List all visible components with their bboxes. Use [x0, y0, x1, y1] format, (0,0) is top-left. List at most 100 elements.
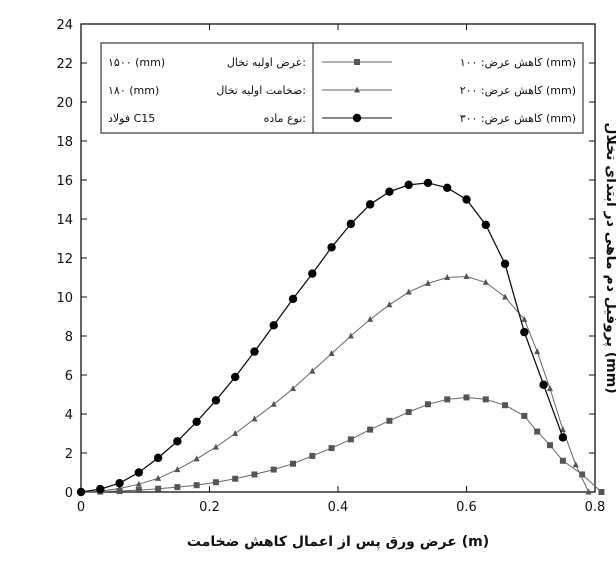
x-tick-label: 0.8	[585, 500, 606, 515]
data-point-square	[270, 466, 277, 473]
data-point-triangle	[193, 455, 200, 462]
data-point-triangle	[174, 466, 181, 473]
data-point-circle	[153, 453, 163, 463]
data-point-triangle	[534, 348, 541, 355]
y-tick-label: 18	[56, 135, 73, 150]
data-point-circle	[192, 417, 201, 426]
data-point-circle	[558, 433, 568, 442]
y-tick-label: 12	[56, 252, 73, 267]
data-point-triangle	[482, 278, 489, 285]
data-point-circle	[211, 396, 221, 405]
data-point-square	[444, 396, 451, 403]
data-point-square	[405, 409, 412, 416]
data-point-circle	[115, 479, 124, 488]
data-point-circle	[385, 187, 394, 196]
data-point-square	[328, 445, 335, 452]
data-point-square	[290, 460, 297, 467]
y-axis-title: پروفیل دم ماهی در ابتدای تخلال (mm)	[603, 122, 616, 393]
series-triangle	[78, 273, 592, 495]
y-tick-label: 22	[56, 57, 73, 72]
data-point-square	[559, 457, 566, 464]
info-label-2: نوع ماده:	[264, 112, 306, 125]
legend-sample-marker	[354, 86, 360, 93]
data-point-square	[547, 442, 554, 449]
data-point-circle	[423, 178, 433, 188]
data-point-triangle	[290, 385, 297, 392]
data-point-circle	[539, 380, 548, 389]
data-point-circle	[327, 243, 336, 252]
info-label-0: عرض اولیه تخال:	[227, 56, 306, 69]
data-point-circle	[404, 180, 413, 190]
series-circle	[76, 178, 568, 497]
series-layer	[76, 178, 605, 497]
data-point-square	[424, 401, 431, 408]
data-point-circle	[443, 183, 452, 192]
data-point-circle	[173, 437, 182, 446]
data-point-circle	[346, 219, 356, 229]
data-point-triangle	[212, 443, 219, 450]
data-point-triangle	[521, 315, 528, 322]
y-tick-label: 6	[65, 369, 73, 384]
legend-entry-2: کاهش عرض: ۳۰۰ (mm)	[460, 112, 576, 125]
data-point-square	[482, 396, 489, 403]
legend-entry-0: کاهش عرض: ۱۰۰ (mm)	[460, 56, 576, 69]
y-tick-label: 4	[65, 408, 73, 423]
data-point-triangle	[559, 426, 566, 433]
y-tick-label: 16	[56, 174, 73, 189]
y-tick-label: 8	[65, 330, 73, 345]
legend-sample-marker	[352, 113, 362, 123]
y-tick-label: 24	[56, 18, 73, 33]
data-point-triangle	[502, 293, 509, 300]
data-point-triangle	[572, 461, 579, 468]
data-point-square	[579, 471, 586, 478]
y-tick-label: 0	[65, 486, 73, 501]
data-point-square	[135, 487, 142, 494]
data-point-square	[232, 475, 239, 482]
data-point-square	[502, 402, 509, 409]
data-point-square	[598, 489, 605, 495]
x-tick-label: 0.6	[456, 500, 477, 515]
data-point-circle	[365, 200, 375, 209]
data-point-triangle	[251, 415, 258, 422]
y-tick-label: 10	[56, 291, 73, 306]
data-point-triangle	[155, 474, 162, 481]
legend: کاهش عرض: ۱۰۰ (mm) کاهش عرض: ۲۰۰ (mm) کا…	[312, 42, 584, 134]
data-point-circle	[134, 468, 144, 477]
legend-entry-1: کاهش عرض: ۲۰۰ (mm)	[460, 84, 576, 97]
data-point-square	[521, 412, 528, 419]
data-point-circle	[288, 294, 298, 304]
data-point-square	[367, 426, 374, 433]
data-point-triangle	[232, 430, 239, 436]
data-point-circle	[462, 195, 471, 204]
x-tick-label: 0.2	[199, 500, 220, 515]
data-point-triangle	[424, 279, 431, 286]
data-point-triangle	[347, 332, 354, 339]
x-axis-title: عرض ورق پس از اعمال کاهش ضخامت (m)	[187, 534, 489, 550]
series-line-circle	[80, 182, 564, 493]
data-point-circle	[269, 321, 278, 330]
data-point-circle	[250, 347, 259, 356]
data-point-square	[116, 488, 123, 495]
data-point-square	[463, 394, 470, 401]
data-point-circle	[76, 487, 86, 497]
data-point-square	[212, 479, 219, 486]
info-value-2: فولاد C15	[108, 112, 155, 125]
data-point-circle	[308, 269, 317, 278]
data-point-square	[309, 452, 316, 459]
x-tick-label: 0.4	[328, 500, 349, 515]
data-point-triangle	[444, 274, 451, 280]
info-box: ۱۵۰۰ (mm) عرض اولیه تخال: ۱۸۰ (mm) ضخامت…	[100, 42, 314, 134]
data-point-square	[534, 428, 541, 435]
data-point-triangle	[328, 350, 335, 357]
data-point-triangle	[367, 315, 374, 322]
data-point-square	[386, 417, 393, 424]
data-point-triangle	[386, 301, 393, 308]
data-point-triangle	[135, 480, 142, 487]
y-tick-label: 20	[56, 96, 73, 111]
data-point-triangle	[116, 484, 123, 491]
data-point-triangle	[585, 488, 592, 495]
data-point-circle	[520, 327, 529, 337]
